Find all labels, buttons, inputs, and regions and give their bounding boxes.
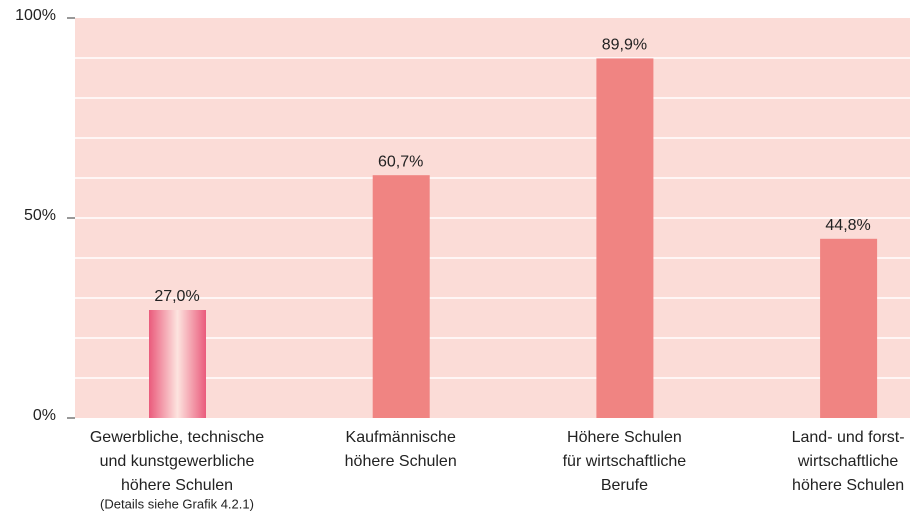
bar <box>596 58 654 419</box>
x-tick-label: höhere Schulen <box>345 453 457 470</box>
x-tick-label: Gewerbliche, technische <box>90 429 264 446</box>
x-tick-label: höhere Schulen <box>121 477 233 494</box>
bar <box>820 238 878 418</box>
x-tick-label: Höhere Schulen <box>567 429 682 446</box>
x-tick-label: und kunstgewerbliche <box>100 453 255 470</box>
bar <box>149 310 206 418</box>
value-label: 60,7% <box>378 153 423 170</box>
value-label: 44,8% <box>825 217 870 234</box>
x-tick-label: wirtschaftliche <box>797 453 899 470</box>
x-tick-label: Kaufmännische <box>346 429 456 446</box>
bar <box>372 175 430 418</box>
y-tick-label: 50% <box>24 207 56 224</box>
value-label: 89,9% <box>602 37 647 54</box>
value-label: 27,0% <box>154 288 199 305</box>
category-note: (Details siehe Grafik 4.2.1) <box>100 496 254 511</box>
x-tick-label: höhere Schulen <box>792 477 904 494</box>
y-tick-label: 0% <box>33 407 56 424</box>
x-tick-label: Land- und forst- <box>792 429 905 446</box>
y-tick-label: 100% <box>15 7 56 24</box>
x-tick-label: Berufe <box>601 477 648 494</box>
x-tick-label: für wirtschaftliche <box>563 453 687 470</box>
